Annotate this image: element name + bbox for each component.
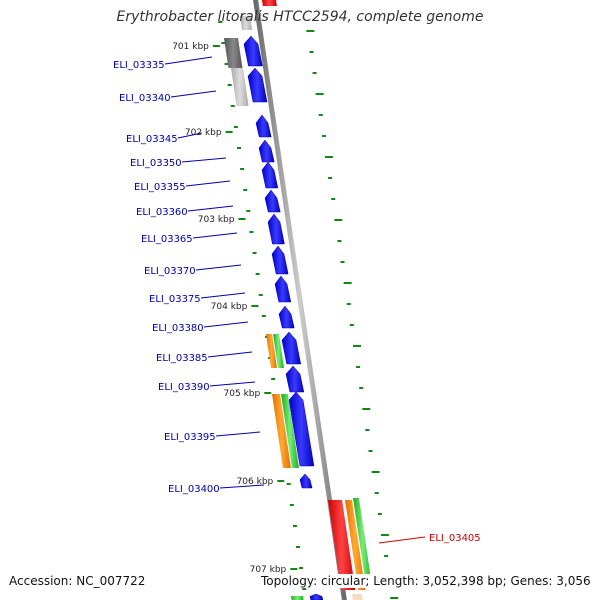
scale-label: 701 kbp: [172, 42, 209, 52]
backbone-line: [253, 0, 347, 600]
gene-label-leader: [219, 484, 265, 489]
scale-label: 706 kbp: [237, 477, 274, 487]
gene-label-leader: [185, 180, 231, 187]
gene-label-leader: [187, 205, 234, 212]
gene-arrow-icon: [267, 213, 285, 245]
gene-label-leader: [177, 132, 203, 139]
green-feature-block: [273, 334, 285, 368]
orange-feature-block: [272, 394, 291, 468]
gene-label-leader: [195, 264, 242, 271]
gene-label[interactable]: ELI_03355: [134, 182, 186, 193]
gene-arrow-icon: [264, 189, 281, 213]
gene-label[interactable]: ELI_03385: [156, 353, 208, 364]
gene-label[interactable]: ELI_03400: [168, 484, 220, 495]
gene-label-leader: [170, 90, 217, 98]
gene-label-leader: [164, 56, 213, 65]
scale-label: 703 kbp: [198, 215, 235, 225]
gene-label-leader: [200, 292, 246, 299]
gene-arrow-icon: [258, 139, 275, 163]
green-feature-block: [291, 596, 304, 600]
gene-arrow-icon: [243, 35, 263, 67]
scale-ticks: 701 kbp 702 kbp 703 kbp 704 kbp 705 kbp 706 k…: [172, 42, 298, 575]
scale-label: 702 kbp: [185, 128, 222, 138]
green-feature-block: [281, 394, 299, 468]
gene-label-leader: [181, 157, 227, 163]
gene-arrow-icon: [247, 67, 268, 103]
pseudo-gene-block: [240, 16, 253, 30]
gene-label[interactable]: ELI_03365: [141, 234, 193, 245]
gene-label[interactable]: ELI_03335: [113, 60, 165, 71]
gene-arrow-icon: [274, 275, 292, 303]
gene-arrow-icon: [278, 305, 295, 329]
gene-label-leader: [209, 381, 256, 387]
gene-label[interactable]: ELI_03375: [149, 294, 201, 305]
gene-label[interactable]: ELI_03350: [130, 158, 182, 169]
green-feature-block: [353, 498, 373, 588]
gene-label-leader: [215, 431, 261, 437]
pseudo-gene-block: [352, 594, 363, 600]
gene-arrow-icon: [255, 114, 272, 138]
gene-label-leader: [378, 536, 426, 544]
gene-arrow-icon: [271, 245, 289, 275]
orange-feature-block: [345, 500, 366, 590]
orange-feature-block: [266, 334, 278, 368]
genome-backbone: [253, 0, 347, 600]
scale-label: 707 kbp: [250, 565, 287, 575]
gene-label-leader: [192, 232, 238, 239]
gene-label[interactable]: ELI_03360: [136, 207, 188, 218]
gene-label[interactable]: ELI_03405: [429, 533, 481, 544]
accession-text: Accession: NC_007722: [9, 574, 146, 588]
pseudo-gene-block: [224, 38, 243, 68]
gene-label[interactable]: ELI_03390: [158, 382, 210, 393]
gene-arrow-icon: [309, 593, 324, 600]
gene-arrow-icon: [299, 473, 313, 489]
gene-arrow-icon: [285, 365, 305, 393]
gene-arrow-icon: [288, 391, 315, 467]
red-feature-block: [328, 500, 356, 590]
scale-label: 705 kbp: [224, 389, 261, 399]
gene-label-leader: [203, 321, 249, 328]
scale-label: 704 kbp: [211, 302, 248, 312]
red-feature-block: [262, 0, 277, 6]
gene-arrow-icon: [261, 161, 279, 189]
pseudo-gene-block: [231, 68, 249, 106]
genome-summary-text: Topology: circular; Length: 3,052,398 bp…: [261, 574, 591, 588]
gene-label[interactable]: ELI_03345: [126, 134, 178, 145]
gene-labels: ELI_03335 ELI_03340 ELI_03345 ELI_03350 ELI_…: [113, 56, 481, 544]
gene-arrow-icon: [281, 331, 302, 365]
gene-label[interactable]: ELI_03380: [152, 323, 204, 334]
gene-label[interactable]: ELI_03395: [164, 432, 216, 443]
genome-title: Erythrobacter litoralis HTCC2594, comple…: [116, 9, 484, 25]
gene-label[interactable]: ELI_03370: [144, 266, 196, 277]
gene-features: [224, 0, 373, 600]
gene-label-leader: [207, 351, 253, 358]
gene-label[interactable]: ELI_03340: [119, 93, 171, 104]
